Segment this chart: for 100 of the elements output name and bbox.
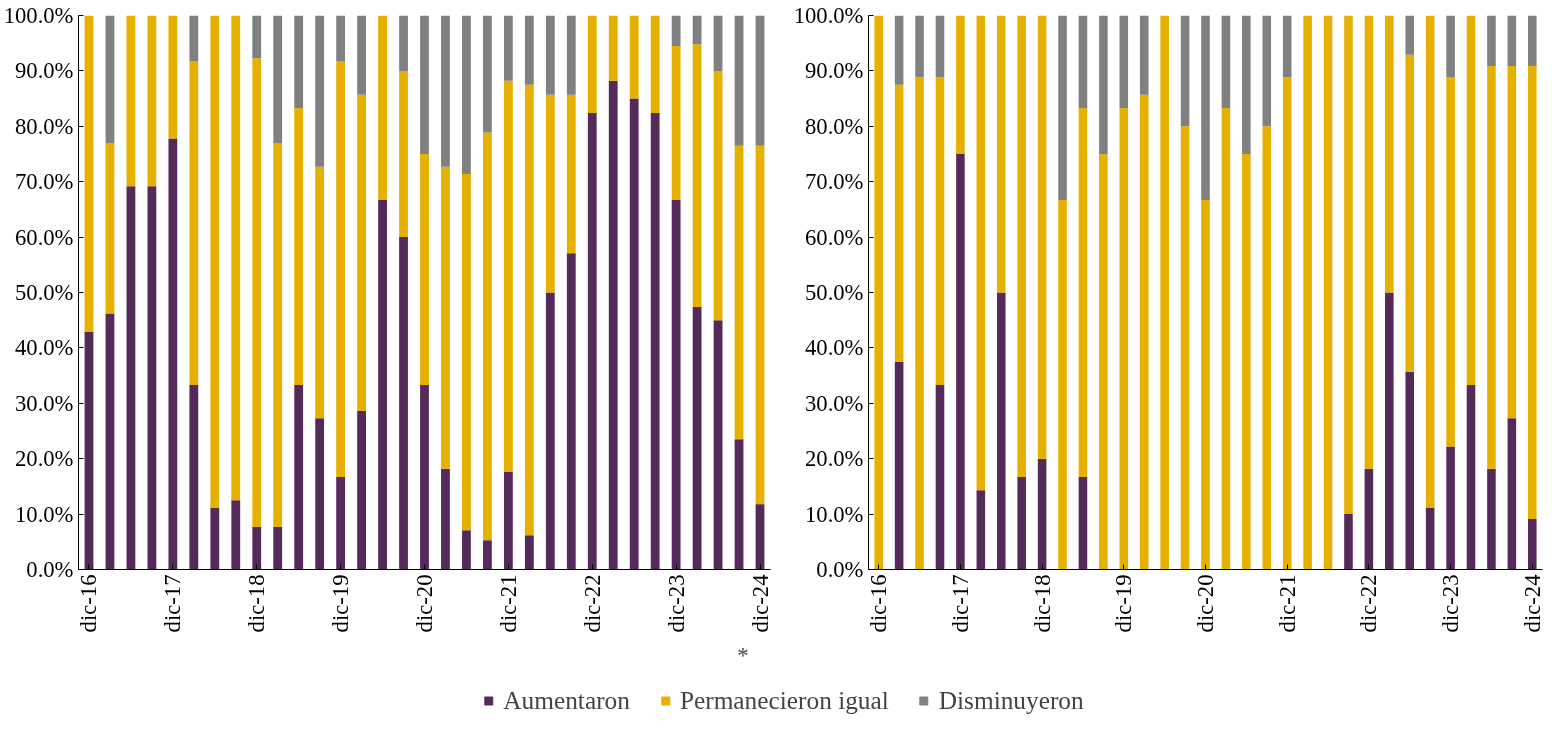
bar [399,15,408,71]
bar [273,143,283,527]
bar [566,15,576,95]
y-tick-label: 0.0% [816,557,864,582]
bar [976,490,986,570]
bar [189,385,199,570]
bar [336,61,346,477]
y-tick-label: 90.0% [804,58,864,84]
bar [1425,15,1435,509]
text: * [737,642,749,668]
bar [252,526,262,570]
bar [692,306,702,570]
bar [1262,126,1272,570]
bar [1466,385,1476,570]
bar [357,15,366,95]
bar [1385,15,1394,293]
bar [483,132,492,541]
bar [713,320,723,570]
x-tick-label: dic-16 [76,574,102,633]
bar [976,15,986,491]
bar [1099,15,1108,154]
bar [336,15,346,62]
bar [587,113,597,570]
bar [1119,108,1129,570]
bar [1364,15,1374,469]
bar [336,476,346,570]
y-tick-label: 10.0% [14,501,74,527]
bar [231,500,241,570]
y-tick-label: 20.0% [804,446,864,472]
bar [915,15,924,77]
bar [1487,468,1496,570]
bar [462,530,471,570]
bar [1282,15,1292,77]
x-tick-label: dic-20 [1193,574,1218,633]
bar [734,15,744,146]
bar [1201,199,1210,570]
bar [273,15,283,144]
x-tick-label: dic-23 [1438,574,1464,633]
bar [1242,154,1251,570]
legend-label: Permanecieron igual [679,685,889,715]
bar [357,94,366,412]
bar [1344,514,1353,570]
bar [935,15,945,77]
bar [231,15,241,501]
bar [671,199,681,570]
bar [1099,154,1108,570]
bar [503,472,513,570]
bar [1139,15,1149,95]
bar [1303,15,1312,570]
bar [147,186,157,570]
bar [105,15,115,143]
bar [1528,519,1537,570]
bar [399,70,408,238]
y-tick-label: 40.0% [804,335,864,361]
bar [755,15,765,146]
bar [503,80,513,472]
x-tick-label: dic-19 [328,574,354,633]
y-tick-label: 100.0% [793,3,864,28]
bar [1180,126,1190,570]
bar [713,15,723,71]
bar [168,15,178,139]
bar [84,15,94,332]
bar [1037,15,1047,459]
bar [441,468,450,570]
bar [956,15,965,154]
bar [1078,476,1088,570]
bar [755,145,765,505]
bar [315,418,325,570]
bar [1017,15,1026,477]
bar [671,15,681,46]
bar [1323,15,1333,570]
y-tick-label: 50.0% [804,280,864,305]
bar [566,94,576,254]
bar [713,70,723,321]
bar [1528,65,1537,520]
bar [210,508,220,570]
y-tick-label: 70.0% [14,169,74,195]
bar [692,44,702,307]
x-tick-label: dic-21 [1274,574,1300,633]
bar [210,15,220,509]
bar [1058,199,1067,570]
x-tick-label: dic-18 [1029,574,1055,633]
bar [483,15,492,133]
bar [545,292,555,570]
bar [524,84,534,536]
legend-label: Aumentaron [503,685,630,715]
bar [545,15,555,95]
bar [105,313,115,570]
bar [462,15,471,174]
bar [315,15,325,167]
bar [1344,15,1353,515]
x-tick-label: dic-18 [244,574,270,633]
bar [1446,15,1455,77]
bar [147,15,157,187]
bar [462,173,471,531]
bar [1507,15,1517,66]
bar [1446,76,1455,447]
bar [189,15,199,62]
bar [996,292,1006,570]
x-tick-label: dic-23 [663,574,689,633]
